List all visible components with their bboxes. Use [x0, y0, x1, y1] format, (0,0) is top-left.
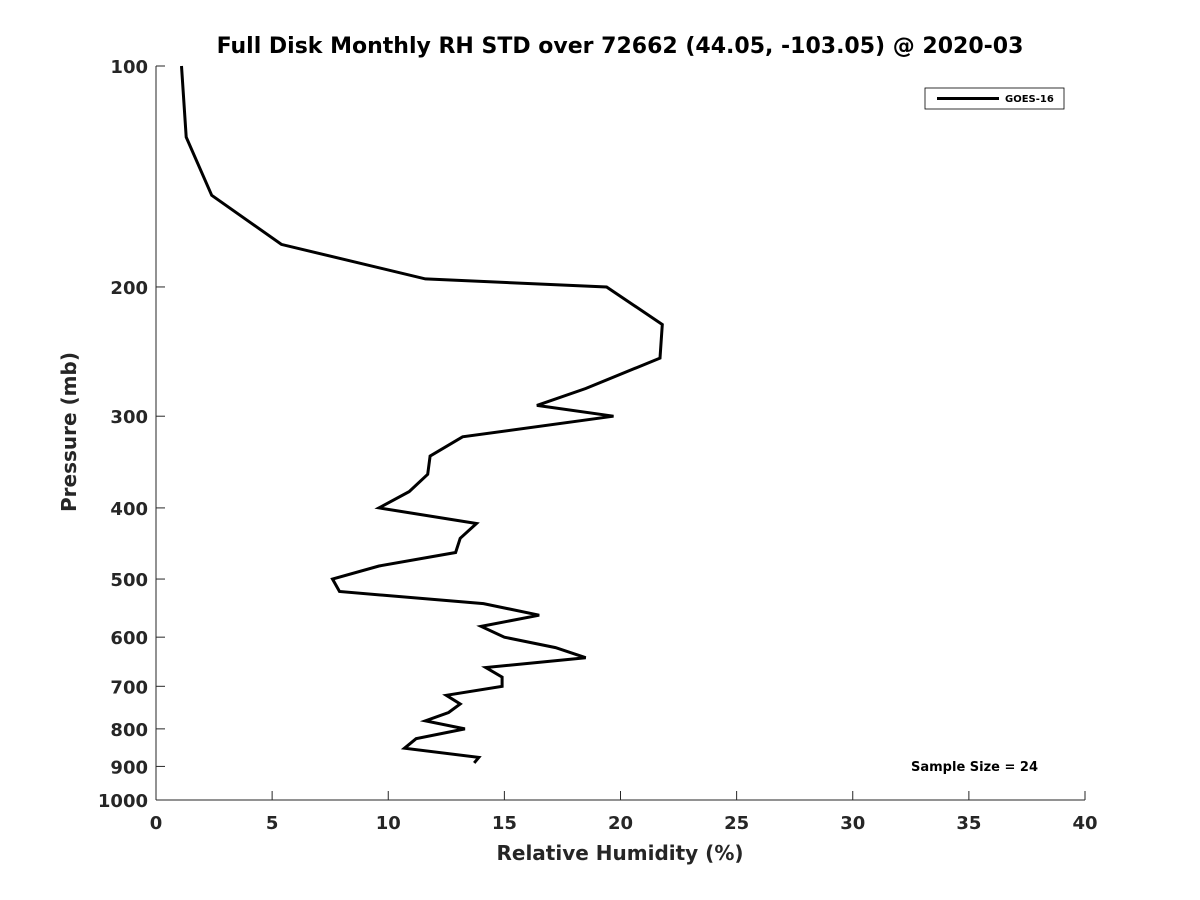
y-tick-label: 800 — [110, 720, 148, 741]
y-tick-label: 700 — [110, 677, 148, 698]
x-tick-label: 40 — [1072, 813, 1097, 834]
x-tick-label: 35 — [956, 813, 981, 834]
chart-title: Full Disk Monthly RH STD over 72662 (44.… — [217, 34, 1024, 59]
legend-label: GOES-16 — [1005, 94, 1054, 105]
y-axis-title: Pressure (mb) — [57, 352, 81, 512]
plot-area — [180, 65, 664, 764]
x-tick-label: 30 — [840, 813, 865, 834]
sample-size-annotation: Sample Size = 24 — [911, 760, 1038, 775]
series-line-goes-16 — [180, 65, 664, 764]
y-tick-label: 300 — [110, 407, 148, 428]
y-tick-label: 400 — [110, 499, 148, 520]
x-axis-title: Relative Humidity (%) — [496, 841, 743, 865]
x-tick-label: 25 — [724, 813, 749, 834]
y-tick-label: 1000 — [98, 791, 148, 812]
x-tick-label: 10 — [376, 813, 401, 834]
y-tick-label: 100 — [110, 57, 148, 78]
y-tick-label: 600 — [110, 628, 148, 649]
x-tick-label: 0 — [150, 813, 163, 834]
x-tick-label: 5 — [266, 813, 279, 834]
y-tick-label: 900 — [110, 757, 148, 778]
x-tick-label: 20 — [608, 813, 633, 834]
y-tick-label: 500 — [110, 570, 148, 591]
y-tick-label: 200 — [110, 278, 148, 299]
x-tick-label: 15 — [492, 813, 517, 834]
legend: GOES-16 — [924, 87, 1065, 110]
axes: 0 5 10 15 20 25 30 35 40 100 200 300 400 500 600 700 800… — [98, 57, 1098, 834]
